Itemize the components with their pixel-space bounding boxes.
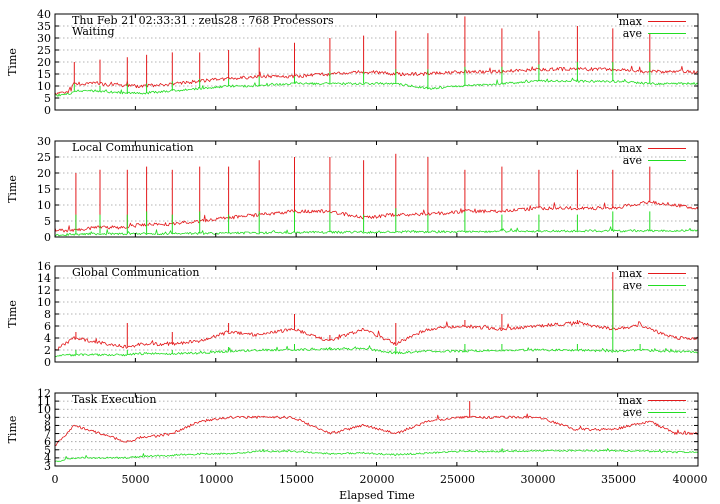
y-tick-label: 6: [44, 436, 51, 449]
series-line-max: [54, 200, 699, 233]
legend-label-max: max: [619, 394, 643, 407]
series-line-ave: [54, 448, 699, 463]
y-tick-label: 30: [37, 135, 51, 148]
legend-label-max: max: [619, 15, 643, 28]
grid-lines: [55, 400, 698, 459]
y-tick-label: 3: [44, 460, 51, 473]
grid-lines: [55, 25, 698, 99]
series-line-max: [54, 320, 699, 351]
panel-subtitle: Waiting: [72, 25, 115, 38]
y-tick-label: 8: [44, 419, 51, 432]
series-line-ave: [54, 77, 699, 97]
y-tick-label: 12: [37, 284, 51, 297]
series-line-ave: [54, 226, 698, 237]
x-tick-label-0: 0: [52, 473, 59, 486]
y-tick-label: 15: [37, 183, 51, 196]
x-tick-label-4: 20000: [360, 473, 395, 486]
y-tick-label: 4: [44, 332, 51, 345]
y-tick-label: 7: [44, 428, 51, 441]
x-tick-label-5: 25000: [440, 473, 475, 486]
y-tick-label: 5: [44, 444, 51, 457]
y-tick-label: 40: [37, 8, 51, 21]
chart-panel-1: 0 5 10 15 20 25 30 Time Local Communication maxav…: [6, 135, 699, 244]
x-ticks: [54, 393, 699, 466]
y-axis-label: Time: [6, 300, 19, 328]
y-tick-label: 11: [37, 395, 51, 408]
y-axis-label: Time: [6, 48, 19, 76]
legend-label-max: max: [619, 142, 643, 155]
x-tick-label-2: 10000: [199, 473, 234, 486]
y-tick-label: 10: [37, 199, 51, 212]
grid-lines: [55, 277, 698, 351]
x-ticks: [54, 141, 699, 237]
panel-title: Local Communication: [72, 141, 194, 154]
y-tick-label: 20: [37, 56, 51, 69]
series-line-max: [54, 65, 699, 95]
y-tick-label: 5: [44, 92, 51, 105]
y-tick-label: 5: [44, 215, 51, 228]
series-line-ave: [54, 345, 699, 358]
y-tick-label: 14: [37, 272, 51, 285]
legend-label-ave: ave: [623, 406, 642, 419]
y-tick-label: 20: [37, 167, 51, 180]
x-tick-labels: 0 5000 10000 15000 20000 25000 30000 350…: [52, 473, 708, 486]
legend-label-max: max: [619, 267, 643, 280]
y-tick-label: 9: [44, 411, 51, 424]
panel-title: Thu Feb 21 02:33:31 : zeus28 : 768 Proce…: [72, 14, 334, 27]
y-tick-label: 10: [37, 403, 51, 416]
y-tick-label: 0: [44, 104, 51, 117]
y-axis-label: Time: [6, 175, 19, 203]
x-tick-label-1: 5000: [122, 473, 150, 486]
y-tick-label: 35: [37, 20, 51, 33]
y-tick-label: 16: [37, 260, 51, 273]
y-tick-label: 0: [44, 356, 51, 369]
x-tick-label-7: 35000: [601, 473, 636, 486]
y-tick-label: 12: [37, 387, 51, 400]
legend-label-ave: ave: [623, 279, 642, 292]
y-tick-label: 30: [37, 32, 51, 45]
x-tick-label-6: 30000: [521, 473, 556, 486]
panel-title: Task Execution: [72, 393, 156, 406]
y-tick-label: 10: [37, 296, 51, 309]
y-tick-label: 25: [37, 44, 51, 57]
grid-lines: [55, 156, 698, 222]
x-ticks: [54, 14, 699, 110]
panel-title: Global Communication: [72, 266, 200, 279]
y-tick-label: 0: [44, 231, 51, 244]
y-tick-label: 2: [44, 344, 51, 357]
x-tick-label-3: 15000: [279, 473, 314, 486]
x-ticks: [54, 266, 699, 362]
y-tick-label: 4: [44, 452, 51, 465]
x-axis-label: Elapsed Time: [339, 489, 415, 502]
y-axis-label: Time: [6, 416, 19, 444]
y-tick-label: 15: [37, 68, 51, 81]
y-tick-label: 8: [44, 308, 51, 321]
series-line-max: [54, 413, 699, 446]
y-tick-label: 25: [37, 151, 51, 164]
legend-label-ave: ave: [623, 27, 642, 40]
y-tick-label: 10: [37, 80, 51, 93]
x-tick-label-8: 40000: [673, 473, 708, 486]
y-tick-label: 6: [44, 320, 51, 333]
y-ticks: 0 5 10 15 20 25 30: [37, 135, 698, 244]
legend-label-ave: ave: [623, 154, 642, 167]
